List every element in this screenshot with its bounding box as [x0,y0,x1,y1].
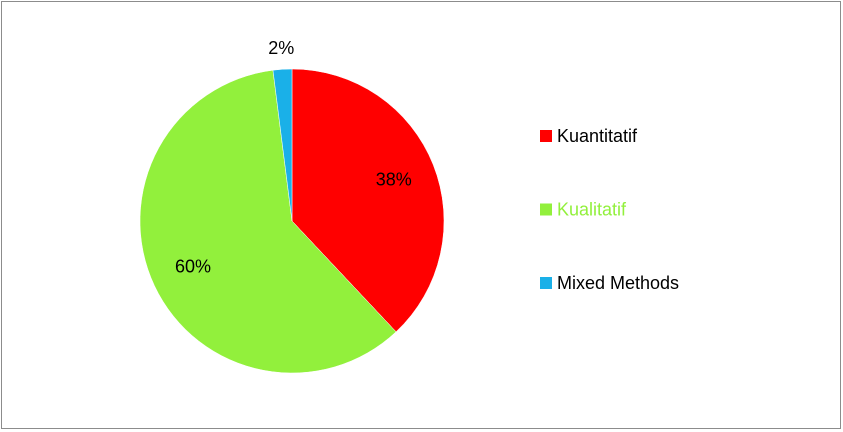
legend-label: Kuantitatif [557,126,638,146]
data-label: 38% [376,169,412,189]
legend-swatch [540,130,552,142]
data-label: 60% [175,256,211,276]
legend-label: Mixed Methods [557,273,679,293]
pie-slice [291,68,445,333]
legend-swatch [540,277,552,289]
legend-swatch [540,203,552,216]
legend-label: Kualitatif [557,199,627,219]
data-label: 2% [268,38,294,58]
pie-slice [139,69,397,374]
pie-slice [272,68,293,222]
